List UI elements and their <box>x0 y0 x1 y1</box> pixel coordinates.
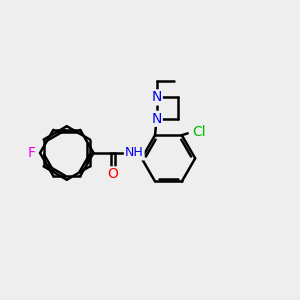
Text: Cl: Cl <box>192 125 206 139</box>
Text: F: F <box>28 146 36 160</box>
Text: O: O <box>107 167 118 182</box>
Text: N: N <box>152 90 162 104</box>
Text: N: N <box>152 112 162 126</box>
Text: NH: NH <box>125 146 144 160</box>
